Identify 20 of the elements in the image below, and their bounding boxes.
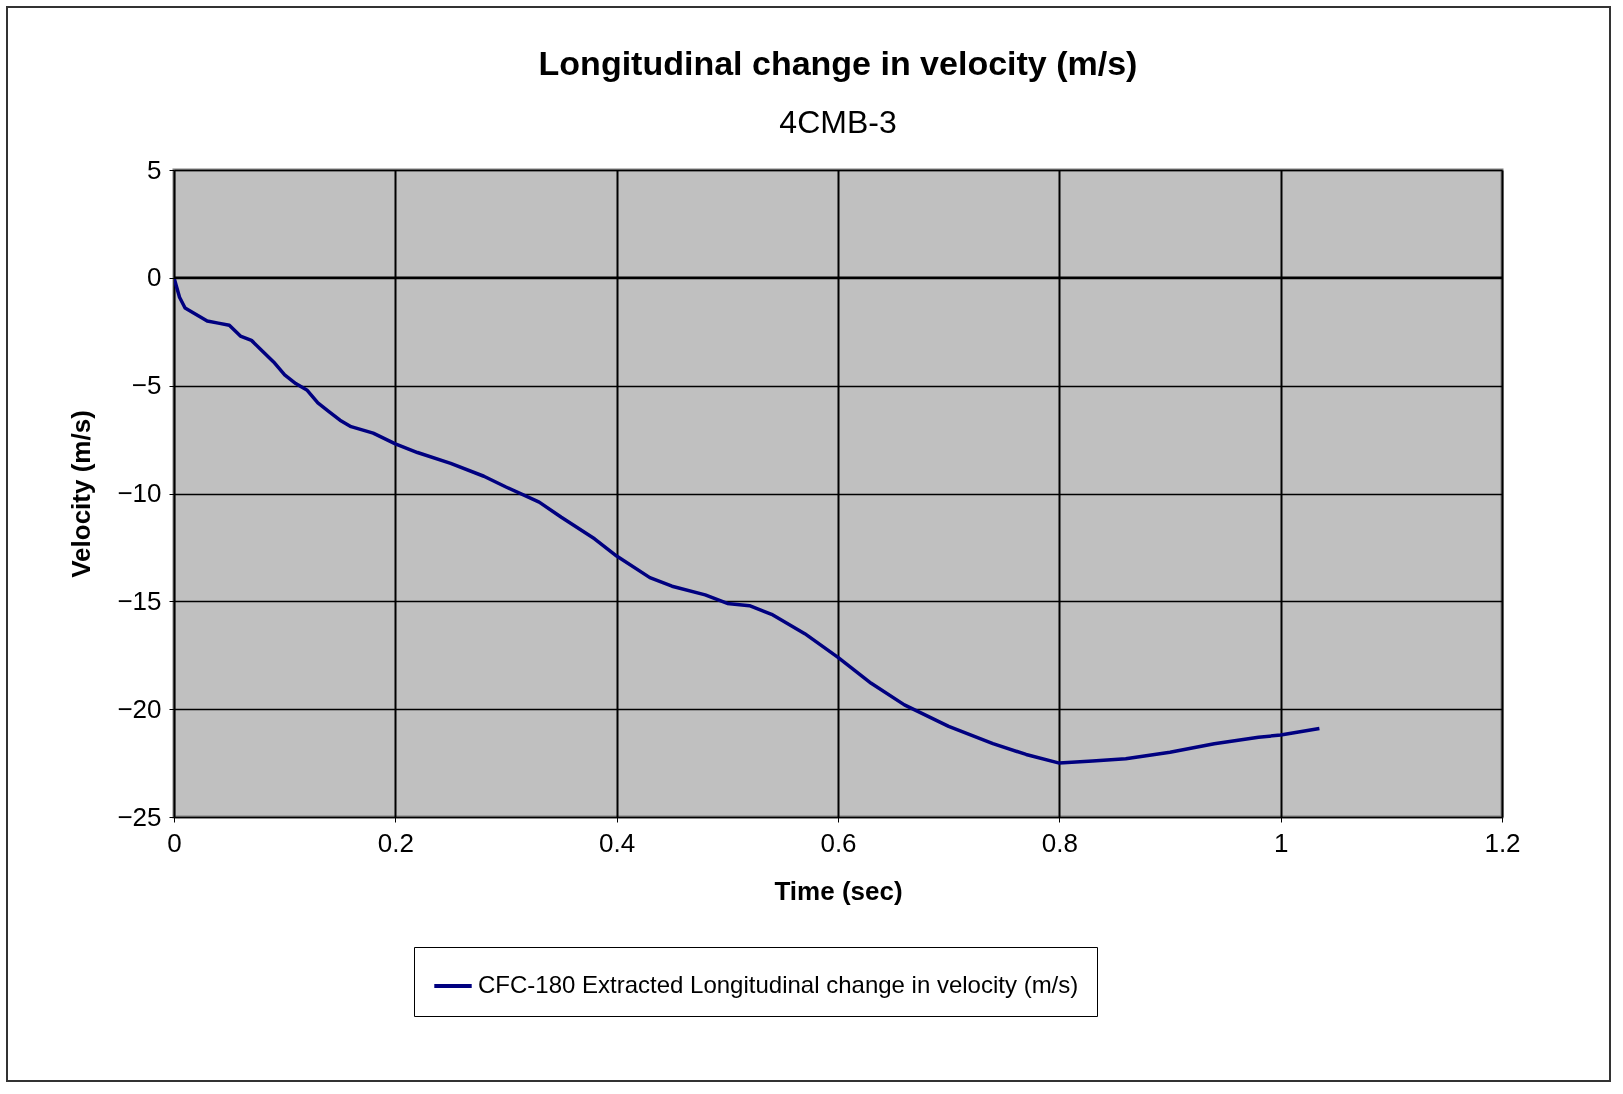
chart-subtitle: 4CMB-3 xyxy=(779,104,897,140)
x-tick-label: 1 xyxy=(1273,827,1289,858)
x-tick-label: 0.8 xyxy=(1041,827,1078,858)
y-tick-label: −5 xyxy=(131,370,162,401)
y-axis-title: Velocity (m/s) xyxy=(66,410,97,578)
x-tick-label: 0 xyxy=(167,827,182,858)
y-tick-label: −25 xyxy=(117,801,162,832)
x-tick-label: 0.4 xyxy=(599,827,636,858)
legend-label: CFC-180 Extracted Longitudinal change in velocity (m/s) xyxy=(478,971,1079,998)
x-tick-label: 0.2 xyxy=(377,827,414,858)
line-series xyxy=(174,276,1322,765)
y-tick-label: 0 xyxy=(147,262,162,293)
y-tick-label: −15 xyxy=(117,585,162,616)
x-axis-title: Time (sec) xyxy=(774,875,903,906)
y-tick-label: 5 xyxy=(147,154,162,185)
chart-title: Longitudinal change in velocity (m/s) xyxy=(538,44,1138,82)
x-tick-label: 1.2 xyxy=(1484,827,1521,858)
x-tick-label: 0.6 xyxy=(820,827,857,858)
y-tick-label: −10 xyxy=(117,478,162,508)
y-tick-label: −20 xyxy=(117,693,162,724)
